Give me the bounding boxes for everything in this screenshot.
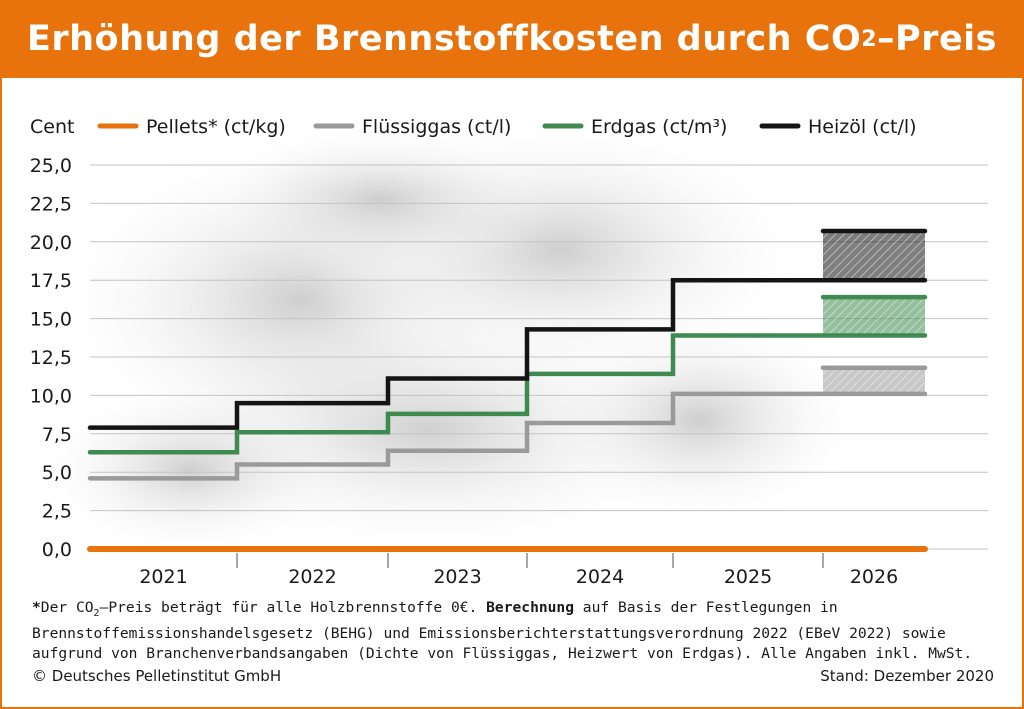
chart-svg: 0,0 2,5 5,0 7,5 10,0 12,5 15,0 17,5 20,0 22,5 25,0…	[30, 110, 988, 588]
x-tick-label: 2021	[139, 566, 187, 588]
y-tick-label: 15,0	[30, 309, 72, 331]
y-axis-ticks: 0,0 2,5 5,0 7,5 10,0 12,5 15,0 17,5 20,0 22,5 25,0	[30, 155, 72, 561]
series-lines	[87, 277, 928, 552]
footnote-sub: 2	[93, 607, 100, 619]
footnote-text-1: Der CO	[40, 599, 94, 616]
y-tick-label: 2,5	[42, 501, 72, 523]
y-tick-label: 10,0	[30, 385, 72, 407]
cloud-background	[30, 110, 870, 560]
y-axis-label: Cent	[30, 116, 74, 138]
chart-title: Erhöhung der Brennstoffkosten durch CO 2–…	[0, 0, 1024, 78]
legend-label: Erdgas (ct/m³)	[591, 116, 727, 138]
range-hatch	[823, 367, 925, 394]
y-tick-label: 25,0	[30, 155, 72, 177]
x-tick-label: 2023	[433, 566, 481, 588]
range-hatch	[823, 231, 925, 281]
legend: Pellets* (ct/kg) Flüssiggas (ct/l) Erdgas …	[97, 116, 917, 138]
x-tick-label: 2022	[288, 566, 336, 588]
x-tick-label: 2025	[724, 566, 772, 588]
series-line	[87, 333, 928, 455]
range-2026-boxes	[820, 228, 928, 394]
x-tick-label: 2024	[576, 566, 624, 588]
footer: © Deutsches Pelletinstitut GmbH Stand: D…	[32, 667, 994, 685]
title-subscript: 2	[861, 26, 878, 52]
footnote-bold: Berechnung	[486, 599, 575, 616]
footnote-text-3: auf Basis der Festlegungen in Brennstoff…	[32, 599, 973, 662]
y-tick-label: 5,0	[42, 462, 72, 484]
x-axis: 2021 2022 2023 2024 2025 2026	[139, 553, 898, 588]
footnote-star: *	[32, 599, 41, 616]
legend-label: Flüssiggas (ct/l)	[362, 116, 511, 138]
y-tick-label: 12,5	[30, 347, 72, 369]
y-tick-label: 20,0	[30, 232, 72, 254]
footnote-text-2: –Preis beträgt für alle Holzbrennstoffe …	[99, 599, 487, 616]
date-stamp: Stand: Dezember 2020	[820, 667, 994, 685]
title-main: Erhöhung der Brennstoffkosten durch CO	[26, 19, 862, 59]
y-tick-label: 17,5	[30, 270, 72, 292]
legend-label: Heizöl (ct/l)	[808, 116, 917, 138]
y-tick-label: 22,5	[30, 193, 72, 215]
title-tail: –Preis	[877, 19, 998, 59]
legend-label: Pellets* (ct/kg)	[146, 116, 286, 138]
x-tick-label: 2026	[850, 566, 898, 588]
y-tick-label: 0,0	[42, 539, 72, 561]
copyright: © Deutsches Pelletinstitut GmbH	[32, 667, 282, 685]
y-tick-label: 7,5	[42, 424, 72, 446]
range-hatch	[823, 297, 925, 336]
footnote: *Der CO2–Preis beträgt für alle Holzbren…	[32, 598, 994, 664]
series-line	[87, 391, 928, 481]
series-line	[87, 277, 928, 430]
